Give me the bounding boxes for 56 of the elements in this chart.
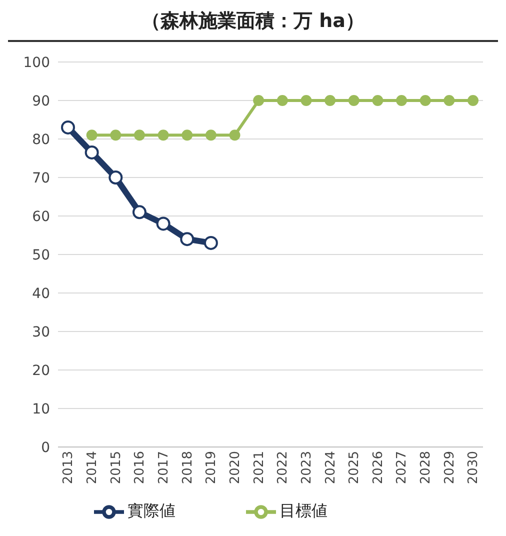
y-tick-label: 90 <box>32 93 50 110</box>
y-tick-label: 10 <box>32 401 50 418</box>
y-tick-label: 0 <box>41 440 50 456</box>
point <box>324 95 336 106</box>
point <box>420 95 431 106</box>
point <box>110 130 122 141</box>
point <box>348 95 360 106</box>
point <box>204 236 218 250</box>
point <box>372 95 384 106</box>
x-tick-label: 2026 <box>370 451 386 484</box>
x-tick-label: 2025 <box>347 451 362 484</box>
x-tick-label: 2017 <box>156 451 172 484</box>
y-tick-label: 60 <box>32 208 50 225</box>
legend-label: 實際値 <box>128 501 176 520</box>
x-tick-label: 2023 <box>299 451 314 484</box>
point <box>158 130 169 141</box>
x-tick-label: 2018 <box>180 451 196 484</box>
point <box>444 95 455 106</box>
x-tick-label: 2022 <box>276 451 291 484</box>
point <box>182 130 193 141</box>
point <box>300 95 312 106</box>
y-tick-label: 20 <box>32 362 50 379</box>
point <box>134 130 145 141</box>
legend-label: 目標値 <box>280 501 328 520</box>
point <box>468 95 478 106</box>
y-tick-label: 80 <box>32 132 50 148</box>
point <box>61 120 75 134</box>
y-tick-label: 100 <box>23 54 50 71</box>
x-tick-label: 2028 <box>418 451 434 484</box>
point <box>205 130 216 141</box>
x-tick-label: 2029 <box>442 451 458 484</box>
y-tick-label: 40 <box>32 286 50 302</box>
point <box>253 95 264 106</box>
y-tick-label: 70 <box>32 170 50 186</box>
x-tick-label: 2021 <box>252 451 267 484</box>
x-tick-label: 2019 <box>204 451 220 484</box>
y-tick-label: 30 <box>32 324 50 340</box>
point <box>180 232 194 246</box>
point <box>229 130 240 141</box>
x-tick-label: 2016 <box>132 451 148 484</box>
point <box>86 130 98 141</box>
x-tick-label: 2014 <box>85 451 100 484</box>
x-tick-label: 2015 <box>108 451 124 484</box>
point <box>108 170 123 184</box>
point <box>84 145 99 160</box>
point <box>276 95 288 106</box>
x-tick-label: 2020 <box>228 451 243 484</box>
y-tick-label: 50 <box>32 247 50 264</box>
x-tick-label: 2013 <box>61 451 76 484</box>
x-tick-label: 2030 <box>466 451 482 484</box>
point <box>396 95 408 106</box>
x-tick-label: 2027 <box>394 451 410 484</box>
point <box>132 205 146 220</box>
point <box>156 216 170 231</box>
x-tick-label: 2024 <box>323 451 338 484</box>
chart-title: （森林施業面積：万 ha） <box>8 8 498 42</box>
